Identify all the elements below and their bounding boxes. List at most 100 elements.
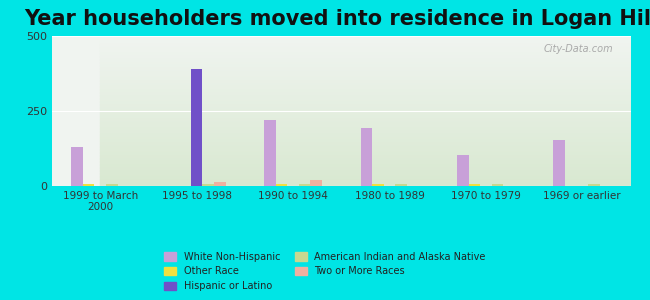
Bar — [106, 184, 118, 186]
Bar — [100, 183, 650, 184]
Bar — [100, 90, 650, 92]
Bar — [100, 164, 650, 165]
Bar — [100, 93, 650, 94]
Bar — [202, 184, 214, 186]
Bar — [100, 44, 650, 45]
Bar — [100, 182, 650, 183]
Bar — [100, 87, 650, 88]
Bar — [100, 124, 650, 126]
Bar — [100, 110, 650, 111]
Bar — [311, 180, 322, 186]
Bar — [100, 144, 650, 146]
Bar — [100, 38, 650, 39]
Bar — [299, 184, 311, 186]
Bar — [100, 159, 650, 160]
Bar — [100, 152, 650, 153]
Bar — [100, 154, 650, 156]
Bar — [100, 162, 650, 164]
Bar — [100, 120, 650, 122]
Bar — [100, 180, 650, 182]
Bar — [553, 140, 565, 186]
Bar — [100, 84, 650, 86]
Bar — [100, 81, 650, 82]
Bar — [100, 50, 650, 51]
Bar — [100, 57, 650, 58]
Bar — [100, 167, 650, 168]
Bar — [276, 184, 287, 186]
Bar — [100, 168, 650, 170]
Bar — [100, 68, 650, 69]
Bar — [100, 177, 650, 178]
Bar — [457, 154, 469, 186]
Bar — [100, 138, 650, 140]
Bar — [100, 80, 650, 81]
Bar — [100, 150, 650, 152]
Bar — [100, 58, 650, 60]
Bar — [100, 153, 650, 154]
Bar — [100, 111, 650, 112]
Bar — [100, 118, 650, 120]
Bar — [100, 122, 650, 123]
Bar — [100, 105, 650, 106]
Bar — [100, 147, 650, 148]
Bar — [100, 36, 650, 38]
Bar — [100, 134, 650, 135]
Bar — [100, 52, 650, 54]
Bar — [100, 48, 650, 50]
Bar — [100, 98, 650, 99]
Bar — [100, 56, 650, 57]
Bar — [100, 158, 650, 159]
Bar — [100, 174, 650, 176]
Bar — [100, 165, 650, 166]
Legend: White Non-Hispanic, Other Race, Hispanic or Latino, American Indian and Alaska N: White Non-Hispanic, Other Race, Hispanic… — [161, 248, 489, 295]
Bar — [100, 130, 650, 132]
Bar — [100, 106, 650, 108]
Bar — [100, 160, 650, 162]
Text: City-Data.com: City-Data.com — [543, 44, 613, 53]
Bar — [100, 94, 650, 96]
Bar — [100, 63, 650, 64]
Bar — [100, 112, 650, 114]
Bar — [100, 169, 650, 171]
Bar — [191, 69, 202, 186]
Bar — [100, 76, 650, 78]
Bar — [100, 61, 650, 63]
Bar — [83, 184, 94, 186]
Bar — [100, 40, 650, 42]
Bar — [100, 146, 650, 147]
Bar — [100, 66, 650, 68]
Bar — [100, 100, 650, 102]
Bar — [100, 51, 650, 52]
Bar — [100, 45, 650, 46]
Bar — [100, 171, 650, 172]
Bar — [100, 85, 650, 87]
Bar — [100, 92, 650, 93]
Bar — [395, 184, 407, 186]
Bar — [214, 182, 226, 186]
Bar — [100, 129, 650, 130]
Bar — [100, 54, 650, 56]
Bar — [100, 176, 650, 177]
Bar — [100, 178, 650, 180]
Bar — [100, 70, 650, 72]
Bar — [100, 75, 650, 76]
Bar — [588, 184, 600, 186]
Bar — [100, 42, 650, 44]
Bar — [100, 60, 650, 61]
Bar — [100, 142, 650, 144]
Bar — [100, 39, 650, 40]
Bar — [100, 184, 650, 186]
Bar — [100, 69, 650, 70]
Bar — [100, 88, 650, 90]
Bar — [100, 172, 650, 174]
Bar — [100, 72, 650, 74]
Bar — [100, 123, 650, 124]
Bar — [372, 184, 383, 186]
Bar — [469, 184, 480, 186]
Bar — [100, 82, 650, 84]
Bar — [491, 184, 503, 186]
Title: Year householders moved into residence in Logan Hill: Year householders moved into residence i… — [24, 9, 650, 29]
Bar — [100, 148, 650, 150]
Bar — [100, 108, 650, 110]
Bar — [100, 103, 650, 105]
